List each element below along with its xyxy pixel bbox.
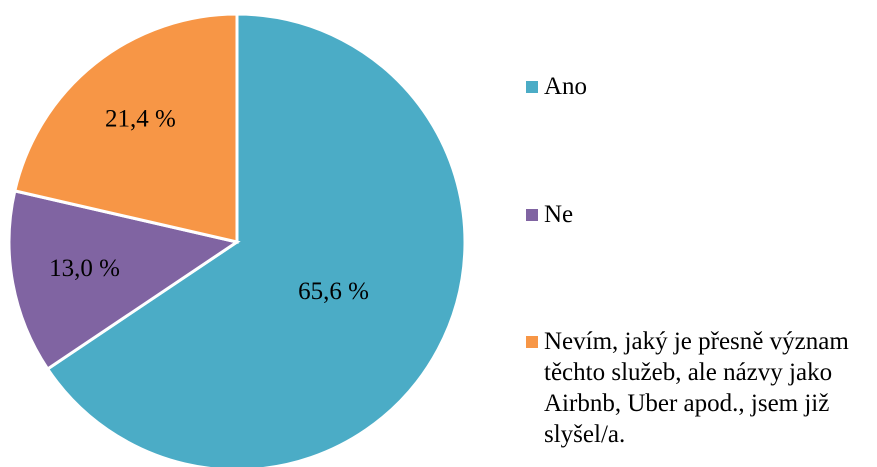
data-label: 65,6 % xyxy=(298,278,369,305)
legend-label: Ano xyxy=(544,73,588,100)
chart: 65,6 % 13,0 % 21,4 % xyxy=(7,12,467,467)
pie-slice xyxy=(13,12,239,244)
data-label: 21,4 % xyxy=(105,105,176,132)
legend-swatch xyxy=(526,209,538,221)
legend-item: Ano xyxy=(526,71,866,102)
pie-slice xyxy=(45,12,467,467)
legend-swatch xyxy=(526,336,538,348)
legend-label: Nevím, jaký je přesně význam těchto služ… xyxy=(544,328,849,448)
legend-item: Nevím, jaký je přesně význam těchto služ… xyxy=(526,326,866,450)
legend-label: Ne xyxy=(544,201,574,228)
legend-item: Ne xyxy=(526,199,866,230)
pie-slice xyxy=(7,189,241,372)
legend-swatch xyxy=(526,81,538,93)
data-label: 13,0 % xyxy=(49,255,120,282)
